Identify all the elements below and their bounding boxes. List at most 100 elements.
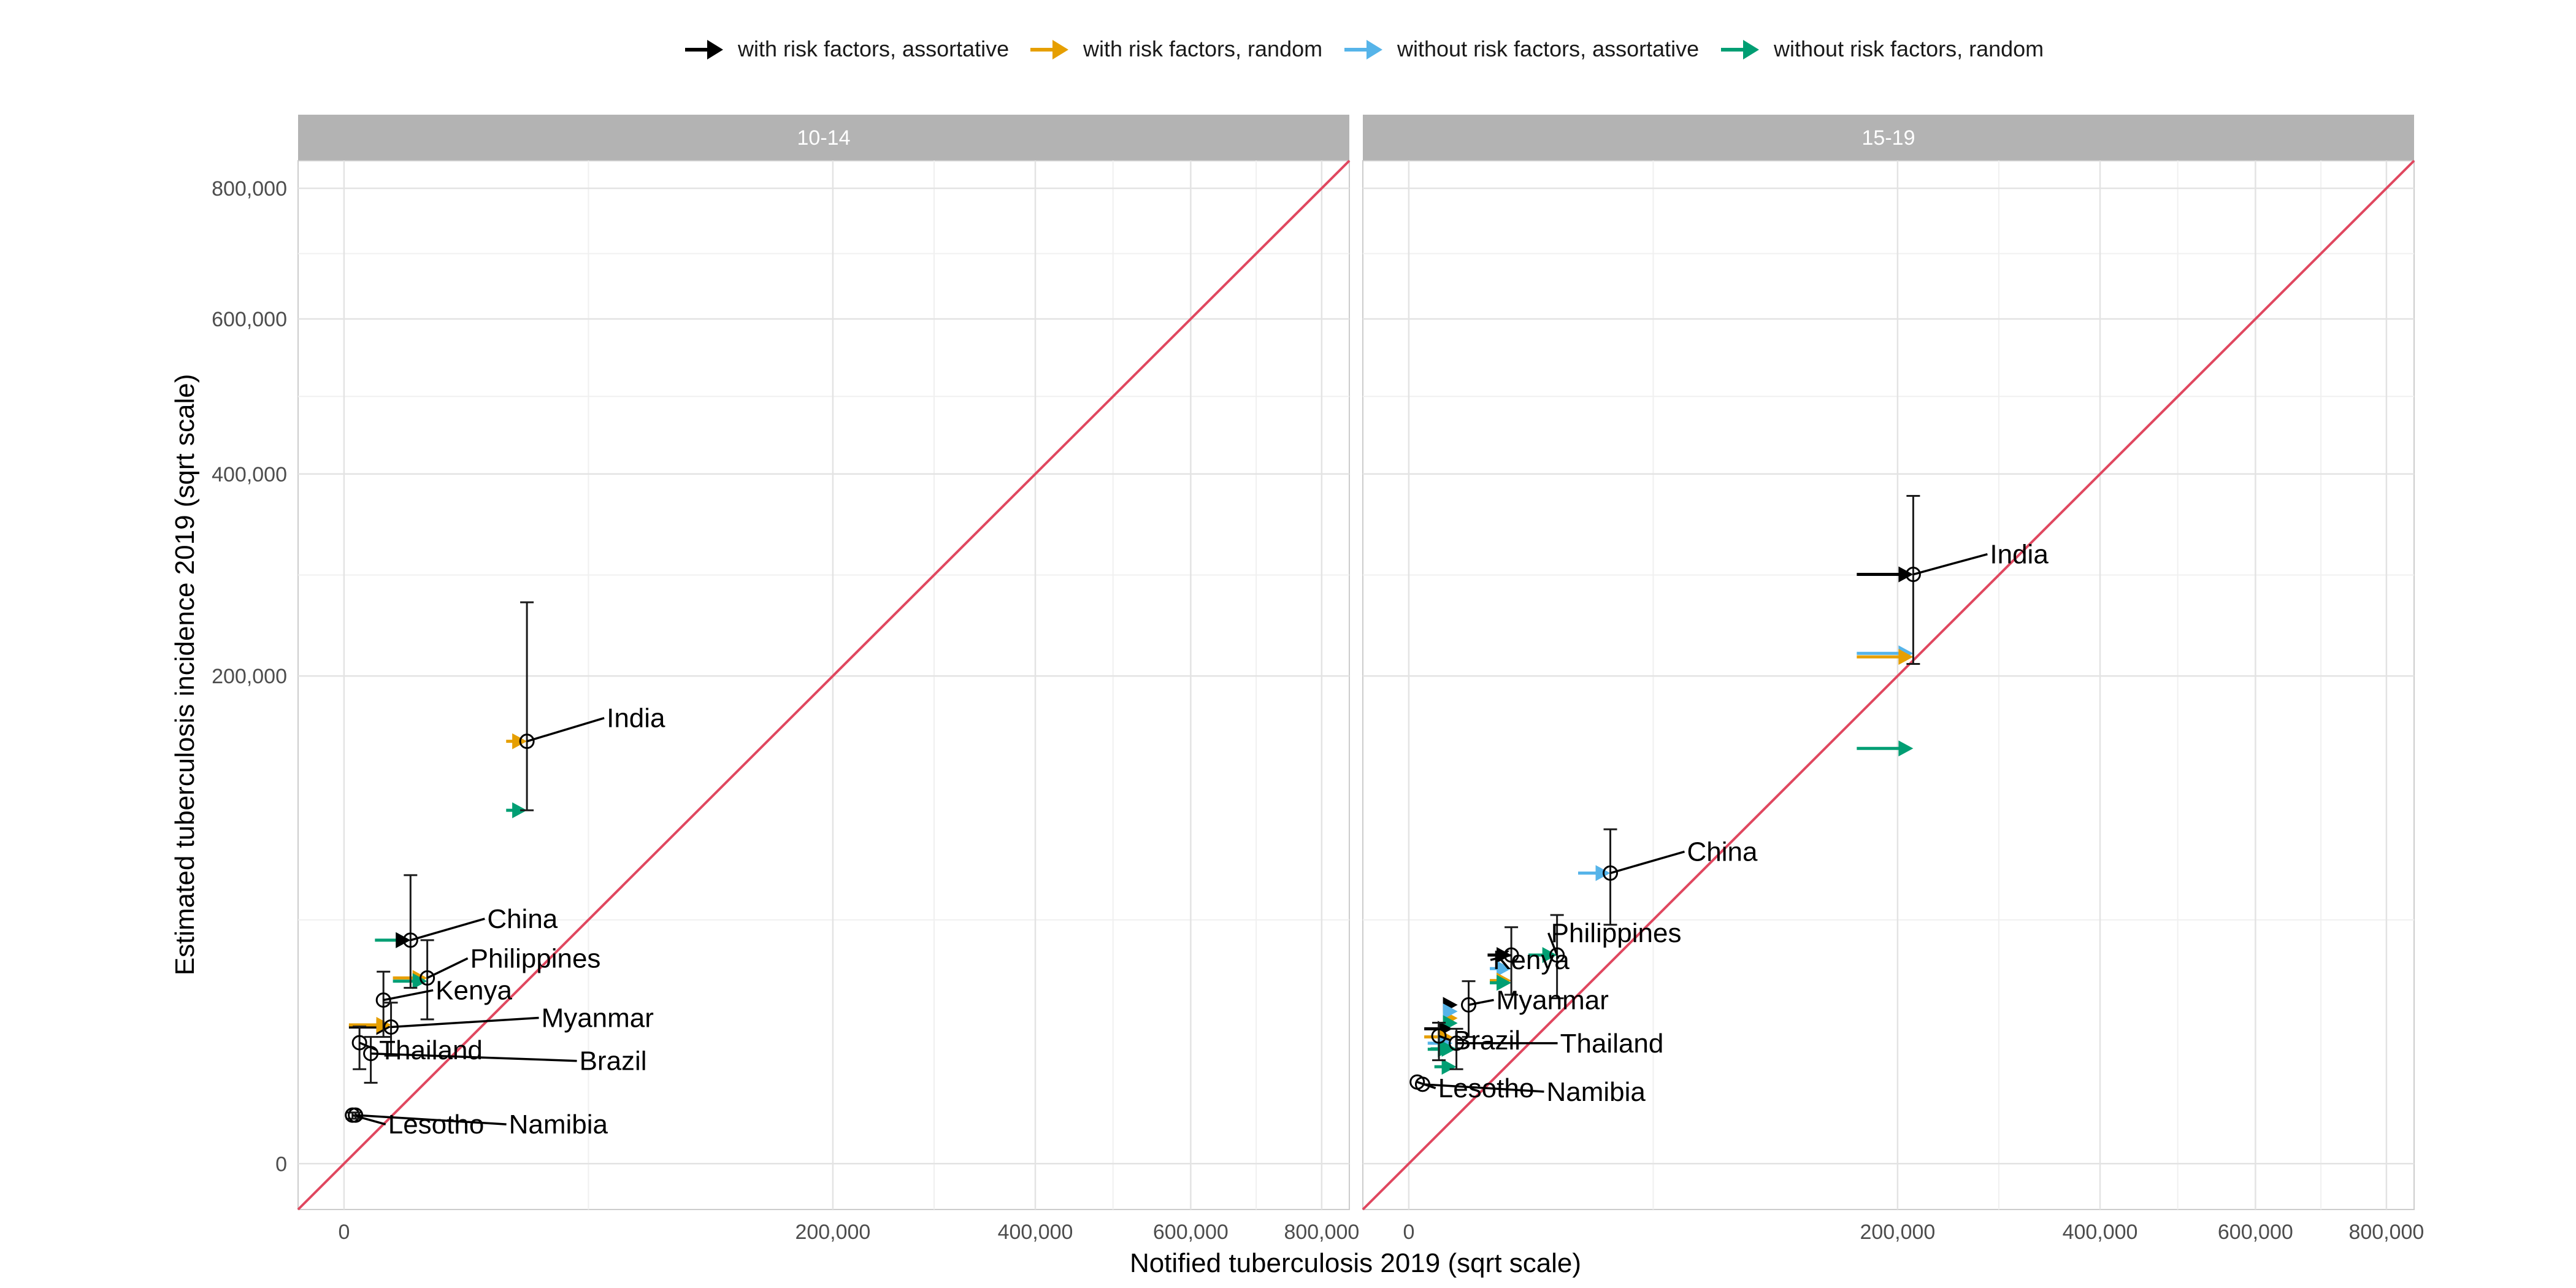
x-tick-label: 400,000	[998, 1221, 1073, 1244]
arrow-head	[1497, 960, 1512, 977]
label-leader	[370, 1052, 577, 1062]
x-tick-label: 600,000	[1153, 1221, 1229, 1244]
legend-key-head	[1052, 40, 1068, 59]
label-leader	[391, 1016, 539, 1029]
scenario-arrow	[1490, 975, 1512, 991]
facet-strip-label: 15-19	[1862, 126, 1915, 150]
scenario-arrow	[393, 973, 427, 989]
data-point	[1905, 567, 1921, 583]
scenario-arrow	[1443, 1003, 1458, 1019]
legend-item: without risk factors, random	[1721, 36, 2044, 61]
legend-label: with risk factors, random	[1083, 36, 1322, 61]
country-label: Namibia	[1546, 1077, 1646, 1107]
country-namibia: Namibia	[348, 1107, 608, 1140]
legend-key-with-risk-random	[1030, 40, 1068, 59]
country-china: China	[1603, 828, 1758, 926]
label-leader	[1610, 850, 1685, 875]
legend-key-head	[1367, 40, 1382, 59]
scenario-arrow	[1857, 740, 1914, 757]
y-tick-label: 600,000	[212, 308, 287, 331]
country-india: India	[519, 601, 665, 811]
country-thailand: Thailand	[1449, 1027, 1663, 1070]
arrow-head	[1898, 648, 1914, 665]
scenario-arrow	[1434, 1059, 1457, 1075]
arrow-head	[412, 973, 427, 989]
legend-item: without risk factors, assortative	[1344, 36, 1699, 61]
country-lesotho: Lesotho	[345, 1107, 485, 1140]
y-axis-title: Estimated tuberculosis incidence 2019 (s…	[170, 374, 200, 976]
legend-key-head	[707, 40, 723, 59]
country-label: Myanmar	[1497, 985, 1609, 1015]
legend-item: with risk factors, random	[1030, 36, 1322, 61]
x-tick-label: 200,000	[795, 1221, 870, 1244]
label-leader	[1438, 1035, 1451, 1041]
data-point	[1461, 997, 1477, 1013]
country-label: Brazil	[1453, 1025, 1520, 1056]
country-kenya: Kenya	[1490, 926, 1570, 996]
x-tick-label: 0	[1403, 1221, 1414, 1244]
arrow-head	[512, 802, 527, 819]
country-kenya: Kenya	[375, 970, 512, 1038]
arrow-head	[1443, 1003, 1458, 1019]
country-label: Thailand	[379, 1035, 483, 1065]
country-myanmar: Myanmar	[1461, 980, 1609, 1038]
legend-label: with risk factors, assortative	[737, 36, 1009, 61]
country-label: Kenya	[435, 976, 512, 1006]
label-leader	[352, 1114, 386, 1125]
data-point	[375, 992, 391, 1008]
x-tick-label: 800,000	[1284, 1221, 1359, 1244]
legend-key-head	[1743, 40, 1759, 59]
y-tick-label: 200,000	[212, 665, 287, 688]
label-leader	[1468, 999, 1494, 1006]
country-namibia: Namibia	[1414, 1076, 1646, 1107]
country-label: Philippines	[470, 943, 601, 973]
scenario-arrow	[506, 802, 527, 819]
x-tick-label: 600,000	[2218, 1221, 2293, 1244]
country-label: India	[1990, 540, 2049, 570]
country-label: China	[487, 904, 558, 934]
country-philippines: Philippines	[420, 939, 601, 1021]
country-label: Lesotho	[388, 1110, 485, 1140]
legend-key-with-risk-assortative	[685, 40, 723, 59]
y-tick-label: 800,000	[212, 177, 287, 201]
x-axis-title: Notified tuberculosis 2019 (sqrt scale)	[1130, 1248, 1581, 1278]
y-axis: 0 200,000 400,000 600,000 800,000	[212, 177, 287, 1176]
country-brazil: Brazil	[363, 1036, 647, 1084]
country-brazil: Brazil	[1431, 1021, 1520, 1062]
country-label: Myanmar	[542, 1003, 654, 1033]
facet-strip	[1363, 115, 2414, 161]
facet-strip	[298, 115, 1349, 161]
y-tick-label: 0	[275, 1152, 287, 1176]
data-point	[519, 734, 535, 749]
label-leader	[383, 989, 434, 1002]
country-philippines: Philippines	[1547, 914, 1682, 1000]
country-label: Philippines	[1551, 918, 1682, 948]
country-myanmar: Myanmar	[383, 1002, 654, 1057]
legend: with risk factors, assortative with risk…	[685, 36, 2044, 61]
country-label: China	[1687, 837, 1758, 867]
x-tick-label: 200,000	[1860, 1221, 1935, 1244]
data-point	[1549, 947, 1565, 963]
scenario-arrow	[1857, 648, 1914, 665]
facet-strip-label: 10-14	[797, 126, 851, 150]
label-leader	[1912, 553, 1988, 576]
label-leader	[1422, 1083, 1544, 1093]
country-thailand: Thailand	[351, 1025, 483, 1070]
label-leader	[410, 918, 485, 941]
legend-label: without risk factors, random	[1773, 36, 2044, 61]
identity-line	[297, 159, 1351, 1211]
data-point	[1603, 865, 1619, 881]
country-label: Namibia	[509, 1110, 608, 1140]
x-tick-label: 800,000	[2348, 1221, 2424, 1244]
data-point	[1431, 1028, 1447, 1044]
label-leader	[426, 957, 469, 979]
arrow-head	[1898, 740, 1914, 757]
data-point	[1503, 947, 1519, 963]
country-india: India	[1905, 494, 2049, 665]
legend-label: without risk factors, assortative	[1397, 36, 1699, 61]
